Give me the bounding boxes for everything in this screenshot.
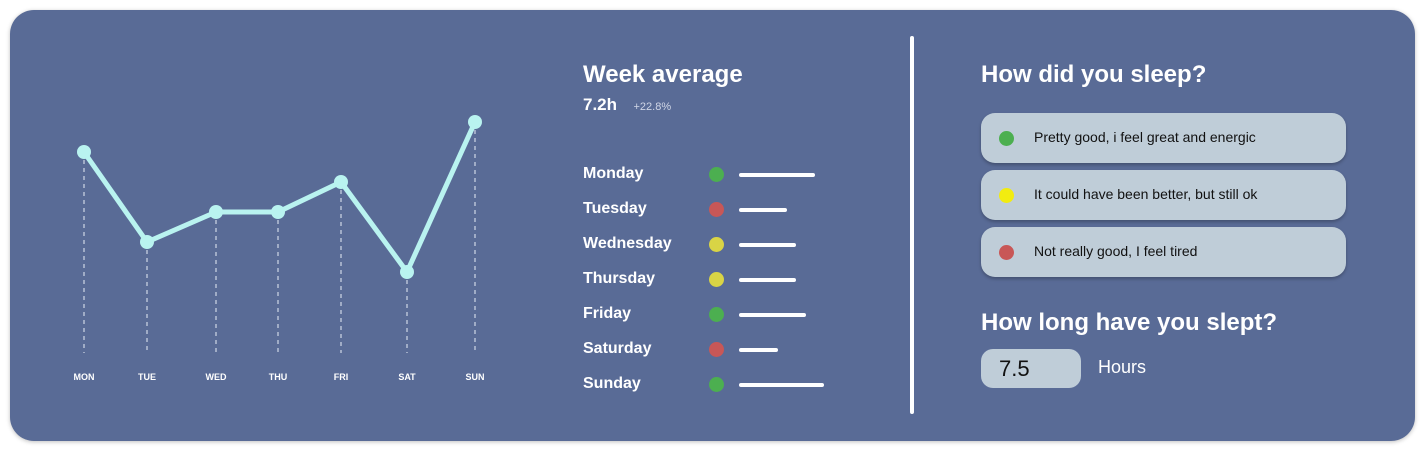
x-tick-label: MON <box>74 372 95 382</box>
day-row: Tuesday <box>583 199 883 234</box>
x-tick-label: TUE <box>138 372 156 382</box>
sleep-line-chart: MON TUE WED THU FRI SAT SUN <box>74 115 485 382</box>
sleep-tracker-card: MON TUE WED THU FRI SAT SUN Week average 7.2h … <box>10 10 1415 441</box>
x-tick-label: SUN <box>465 372 484 382</box>
day-name: Friday <box>583 305 632 322</box>
quality-dot-icon <box>999 131 1014 146</box>
data-point <box>334 175 348 189</box>
day-name: Monday <box>583 165 644 182</box>
day-list: Monday Tuesday Wednesday Thursday Friday Satu… <box>583 164 883 409</box>
sleep-form: How did you sleep? Pretty good, i feel g… <box>981 60 1346 388</box>
data-point <box>468 115 482 129</box>
quality-dot-icon <box>709 167 724 182</box>
week-average-summary: 7.2h +22.8% <box>583 94 883 118</box>
quality-dot-icon <box>709 272 724 287</box>
week-average-value: 7.2h <box>583 95 618 114</box>
sleep-quality-options: Pretty good, i feel great and energic It … <box>981 113 1346 284</box>
sleep-duration-bar <box>739 243 796 247</box>
sleep-duration-bar <box>739 348 778 352</box>
sleep-duration-bar <box>739 383 824 387</box>
day-name: Wednesday <box>583 235 672 252</box>
data-point <box>209 205 223 219</box>
sleep-duration-bar <box>739 208 787 212</box>
day-row: Friday <box>583 304 883 339</box>
quality-dot-icon <box>709 307 724 322</box>
option-label: Pretty good, i feel great and energic <box>1034 129 1256 145</box>
option-label: It could have been better, but still ok <box>1034 186 1258 202</box>
x-tick-label: FRI <box>334 372 349 382</box>
sleep-duration-bar <box>739 313 806 317</box>
day-name: Saturday <box>583 340 652 357</box>
week-average-change: +22.8% <box>633 101 672 113</box>
sleep-duration-title: How long have you slept? <box>981 309 1278 336</box>
quality-dot-icon <box>709 237 724 252</box>
week-average-title: Week average <box>583 61 743 88</box>
day-row: Sunday <box>583 374 883 409</box>
sleep-quality-option[interactable]: It could have been better, but still ok <box>981 170 1346 220</box>
series-line <box>81 120 478 275</box>
quality-dot-icon <box>709 377 724 392</box>
option-label: Not really good, I feel tired <box>1034 243 1198 259</box>
sleep-quality-title: How did you sleep? <box>981 61 1207 88</box>
quality-dot-icon <box>999 245 1014 260</box>
day-name: Thursday <box>583 270 656 287</box>
quality-dot-icon <box>709 342 724 357</box>
x-tick-label: SAT <box>398 372 416 382</box>
day-row: Wednesday <box>583 234 883 269</box>
sleep-duration-bar <box>739 173 815 177</box>
data-point <box>400 265 414 279</box>
week-average-panel: Week average 7.2h +22.8% Monday Tuesday We… <box>583 60 883 392</box>
sleep-quality-option[interactable]: Pretty good, i feel great and energic <box>981 113 1346 163</box>
data-point <box>140 235 154 249</box>
quality-dot-icon <box>709 202 724 217</box>
day-row: Saturday <box>583 339 883 374</box>
x-tick-label: WED <box>206 372 227 382</box>
quality-dot-icon <box>999 188 1014 203</box>
hours-input[interactable] <box>981 349 1081 388</box>
divider <box>910 36 914 414</box>
x-tick-label: THU <box>269 372 288 382</box>
hours-unit-label: Hours <box>1098 357 1147 377</box>
day-row: Thursday <box>583 269 883 304</box>
sleep-duration-bar <box>739 278 796 282</box>
data-point <box>271 205 285 219</box>
day-name: Sunday <box>583 375 641 392</box>
day-name: Tuesday <box>583 200 647 217</box>
sleep-quality-option[interactable]: Not really good, I feel tired <box>981 227 1346 277</box>
day-row: Monday <box>583 164 883 199</box>
data-point <box>77 145 91 159</box>
